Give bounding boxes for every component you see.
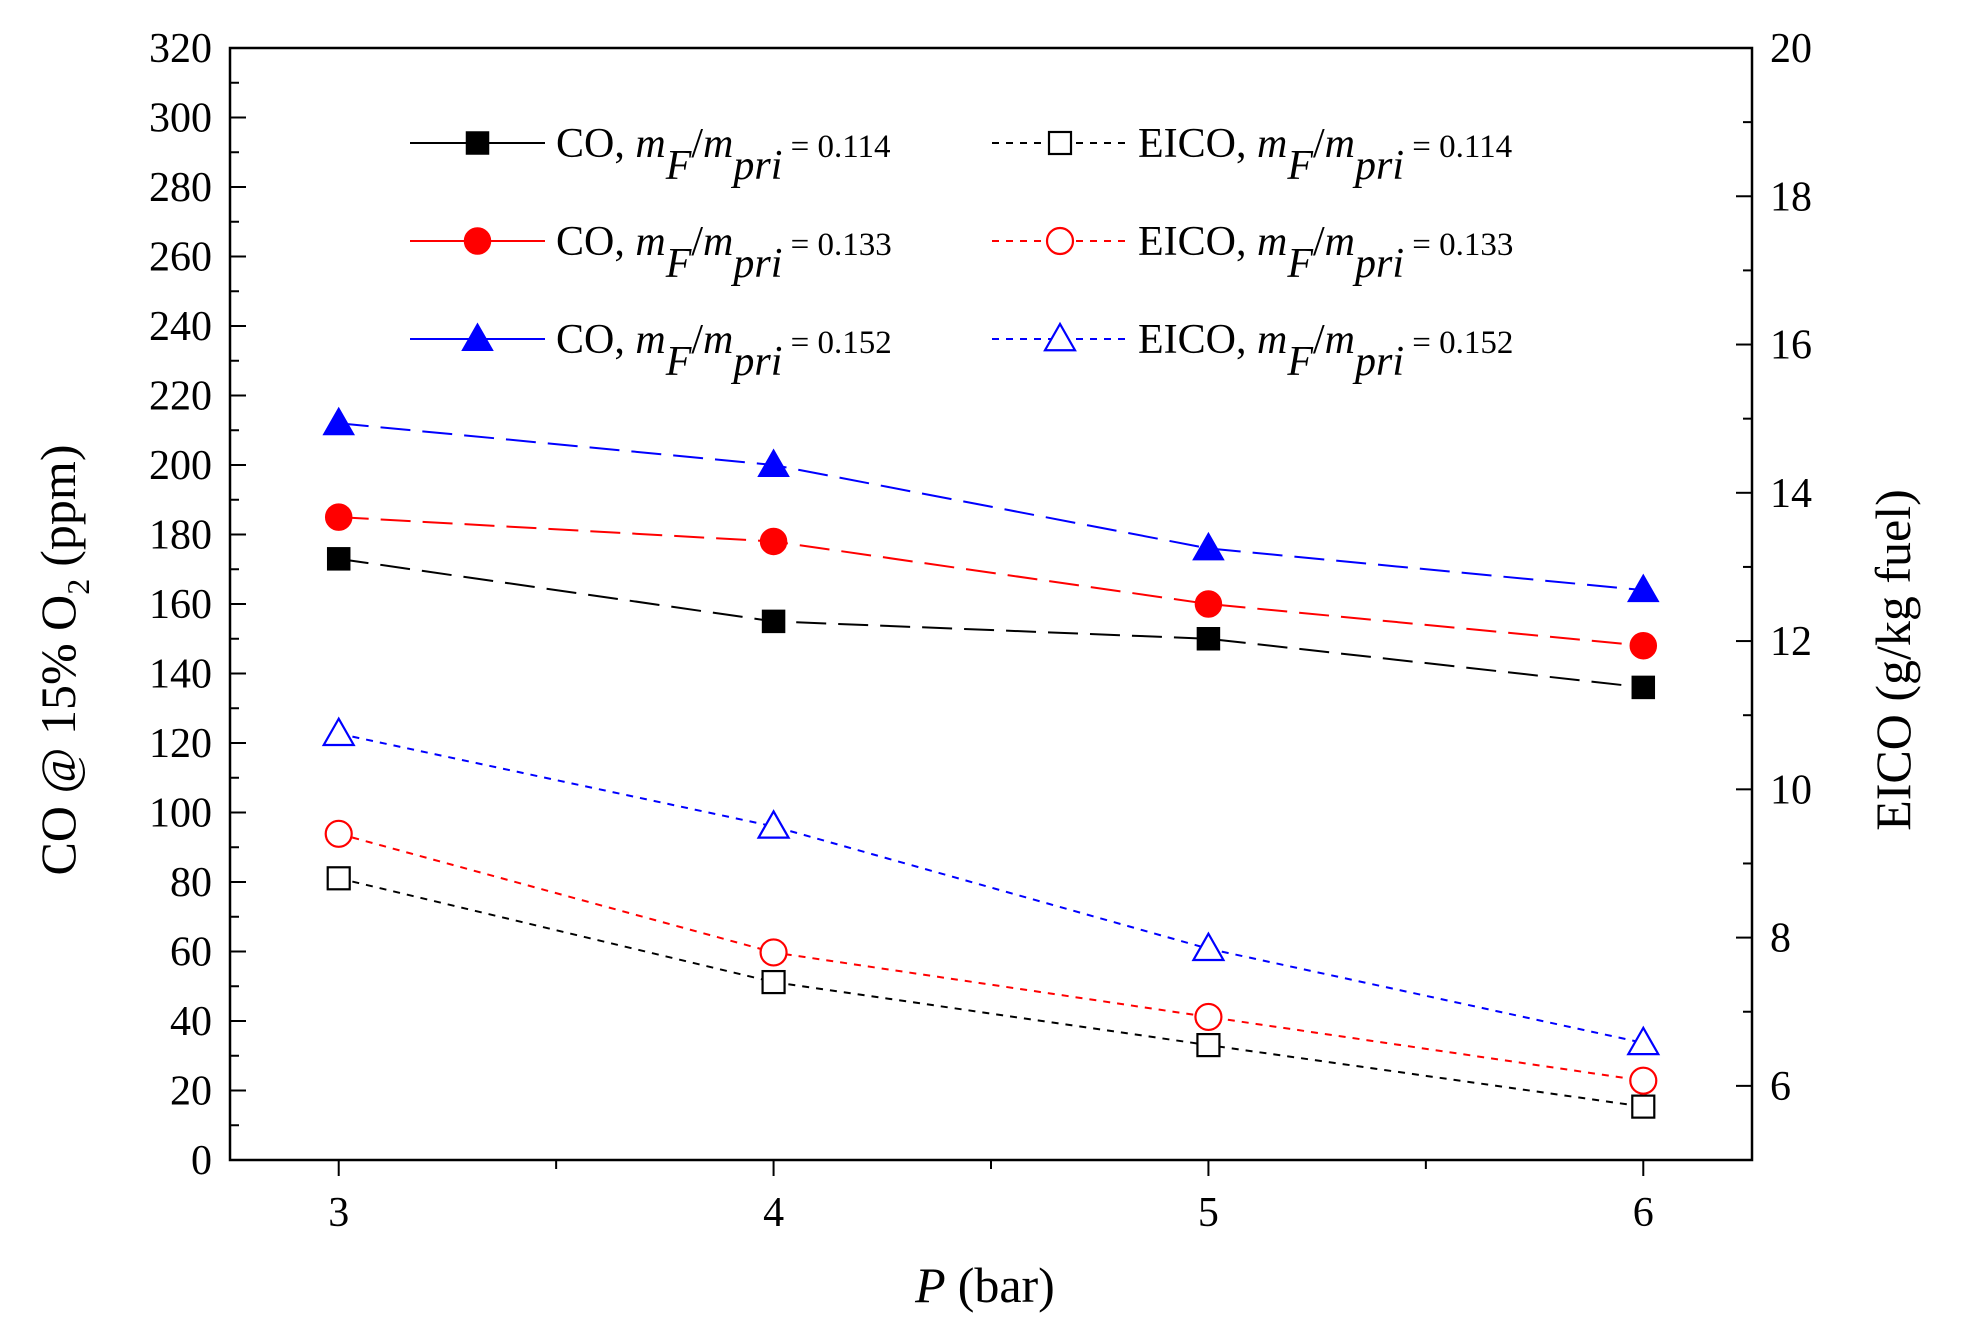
data-point (322, 406, 356, 436)
series-line (338, 832, 1644, 1082)
y-tick-label: 200 (149, 443, 212, 489)
legend-marker (463, 227, 492, 255)
legend-label: CO, mF/mpri = 0.152 (556, 317, 892, 385)
x-tick-label: 3 (328, 1190, 349, 1236)
legend-marker (1043, 321, 1077, 352)
legend-marker (1045, 226, 1075, 256)
data-point (321, 716, 356, 747)
data-point (326, 547, 351, 571)
series-line (338, 516, 1644, 647)
data-point (757, 448, 790, 477)
data-point (759, 527, 788, 556)
y-tick-label: 140 (149, 652, 212, 698)
data-point (1629, 1066, 1658, 1095)
y-tick-label: 80 (170, 860, 212, 906)
legend-marker (1047, 130, 1073, 156)
series-line (338, 732, 1644, 1044)
y-tick-label: 220 (149, 374, 212, 420)
y2-tick-label: 18 (1770, 174, 1812, 220)
legend-marker (465, 131, 490, 155)
data-point (761, 969, 786, 995)
y-tick-label: 180 (149, 513, 212, 559)
y-tick-label: 300 (149, 96, 212, 142)
data-point (756, 809, 791, 839)
data-point (324, 819, 353, 848)
x-tick-label: 6 (1633, 1190, 1654, 1236)
y-tick-label: 120 (149, 721, 212, 767)
y-tick-label: 40 (170, 999, 212, 1045)
data-point (1196, 627, 1221, 651)
legend-label: CO, mF/mpri = 0.133 (556, 219, 892, 287)
y2-tick-label: 14 (1770, 471, 1812, 517)
data-point (1194, 1002, 1223, 1032)
series-layer (321, 406, 1661, 1119)
data-point (1192, 531, 1225, 561)
y-tick-label: 320 (149, 26, 212, 72)
x-axis-title: P (bar) (914, 1257, 1055, 1313)
data-point (324, 503, 353, 531)
data-point (1626, 1025, 1661, 1056)
y-tick-label: 60 (170, 930, 212, 976)
y-tick-label: 160 (149, 582, 212, 628)
data-point (1631, 1094, 1656, 1119)
y-tick-label: 260 (149, 235, 212, 281)
data-point (1629, 631, 1658, 660)
legend-label: EICO, mF/mpri = 0.114 (1138, 121, 1512, 189)
legend-marker (461, 322, 494, 351)
series-line (338, 877, 1644, 1108)
plot-frame (228, 46, 1754, 1162)
y-tick-label: 240 (149, 304, 212, 350)
data-point (1191, 931, 1226, 962)
legend: CO, mF/mpri = 0.114 CO, mF/mpri = 0.133 CO… (410, 121, 1513, 385)
y2-tick-label: 20 (1770, 26, 1812, 72)
legend-label: EICO, mF/mpri = 0.152 (1138, 317, 1513, 385)
y2-tick-label: 6 (1770, 1064, 1791, 1110)
data-point (1196, 1032, 1221, 1058)
y2-tick-label: 12 (1770, 619, 1812, 665)
legend-label: EICO, mF/mpri = 0.133 (1138, 219, 1513, 287)
data-point (1631, 675, 1656, 700)
y-tick-label: 100 (149, 791, 212, 837)
x-tick-label: 4 (763, 1190, 784, 1236)
data-point (1194, 590, 1223, 618)
y-tick-label: 20 (170, 1069, 212, 1115)
axes-layer: 0 20 40 60 80 100 120 140 160 180 200 220 240 260 280 3… (149, 26, 1812, 1236)
legend-label: CO, mF/mpri = 0.114 (556, 121, 891, 189)
y-tick-label: 0 (191, 1138, 212, 1184)
y2-tick-label: 10 (1770, 767, 1812, 813)
data-point (759, 938, 788, 967)
series-line (338, 422, 1644, 592)
y-tick-label: 280 (149, 165, 212, 211)
y2-tick-label: 8 (1770, 916, 1791, 962)
x-tick-label: 5 (1198, 1190, 1219, 1236)
y2-tick-label: 16 (1770, 323, 1812, 369)
data-point (1626, 573, 1660, 603)
data-point (326, 866, 351, 891)
data-point (761, 609, 786, 634)
y-axis-title: CO @ 15% O2(ppm) (30, 445, 96, 876)
y2-axis-title: EICO (g/kg fuel) (1865, 489, 1921, 831)
series-line (338, 557, 1644, 689)
